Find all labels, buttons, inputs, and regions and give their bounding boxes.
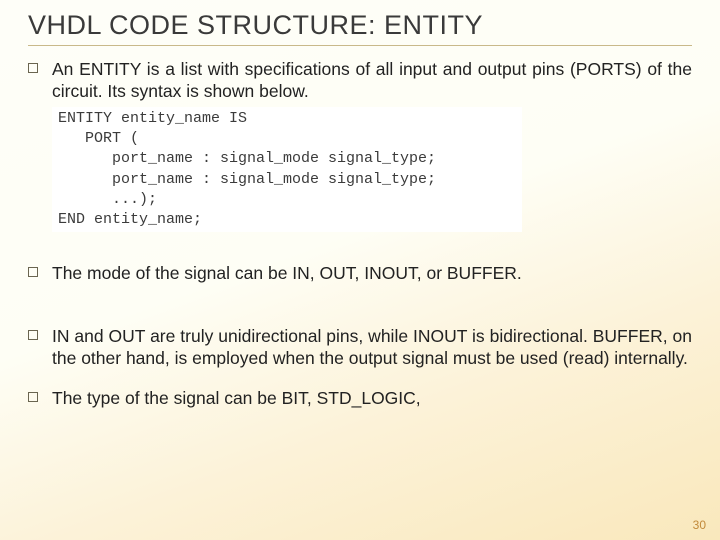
page-number: 30 [693,518,706,532]
bullet-item-2: The mode of the signal can be IN, OUT, I… [28,262,692,284]
square-bullet-icon [28,63,38,73]
bullet-item-1: An ENTITY is a list with specifications … [28,58,692,103]
spacer [28,303,692,325]
square-bullet-icon [28,392,38,402]
bullet-item-4: The type of the signal can be BIT, STD_L… [28,387,692,409]
bullet-item-3: IN and OUT are truly unidirectional pins… [28,325,692,370]
square-bullet-icon [28,330,38,340]
bullet-text-4: The type of the signal can be BIT, STD_L… [52,387,692,409]
square-bullet-icon [28,267,38,277]
code-snippet: ENTITY entity_name IS PORT ( port_name :… [52,107,522,233]
bullet-text-3: IN and OUT are truly unidirectional pins… [52,325,692,370]
slide-container: VHDL CODE STRUCTURE: ENTITY An ENTITY is… [0,0,720,540]
slide-title: VHDL CODE STRUCTURE: ENTITY [28,10,692,46]
bullet-text-1: An ENTITY is a list with specifications … [52,58,692,103]
bullet-text-2: The mode of the signal can be IN, OUT, I… [52,262,692,284]
